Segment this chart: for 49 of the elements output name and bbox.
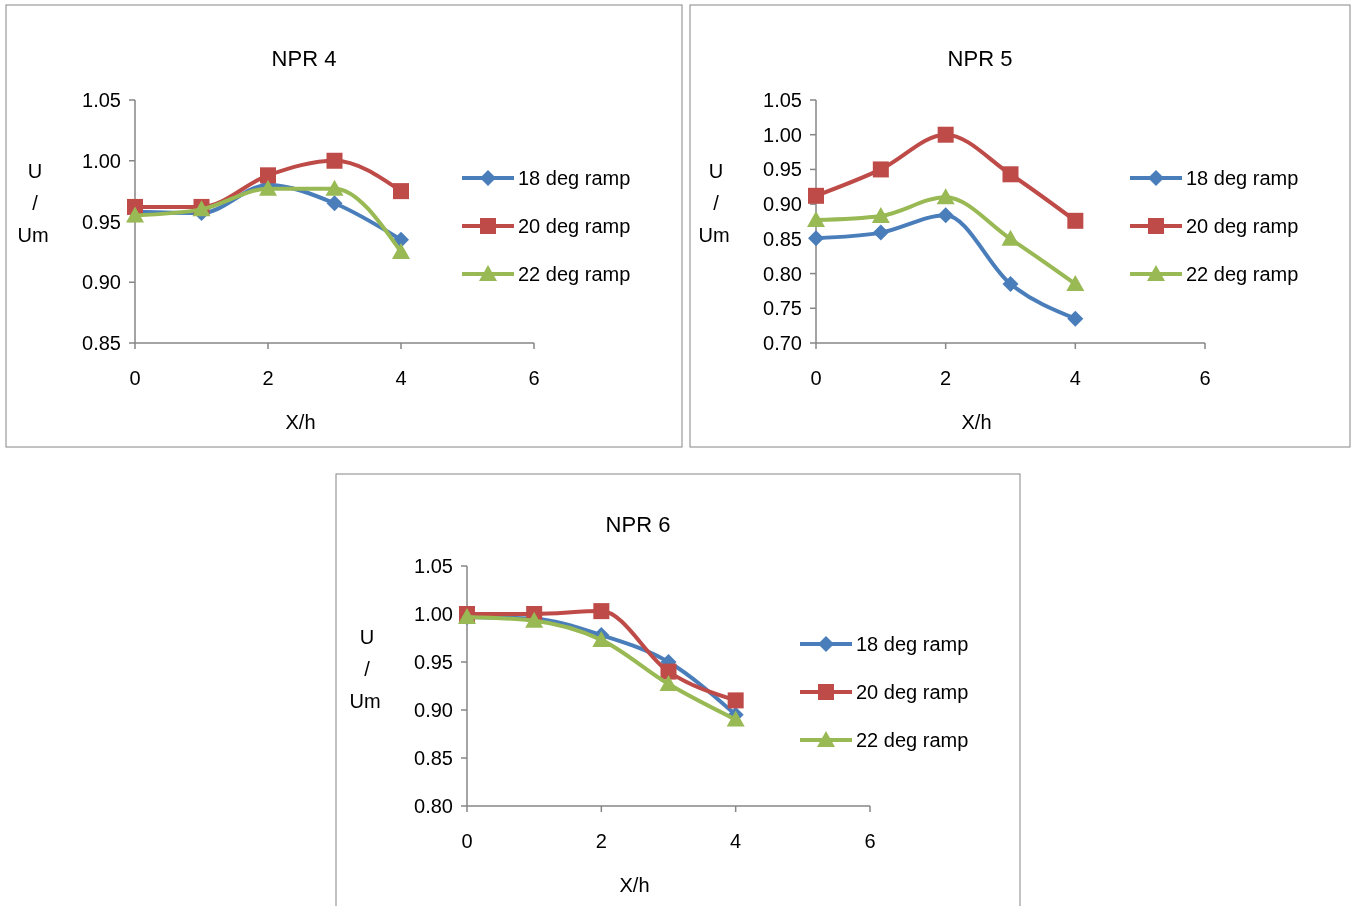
x-tick-label: 2 <box>595 830 607 852</box>
x-tick-label: 4 <box>730 830 742 852</box>
y-tick-label: 1.00 <box>82 149 121 172</box>
y-tick-label: 0.80 <box>763 262 802 285</box>
x-tick-label: 6 <box>528 367 540 389</box>
legend-label: 22 deg ramp <box>1186 263 1299 285</box>
x-tick-label: 0 <box>129 367 141 389</box>
legend-label: 18 deg ramp <box>856 633 969 655</box>
y-tick-label: 0.90 <box>763 193 802 216</box>
y-tick-label: 0.95 <box>82 210 121 233</box>
y-tick-label: 0.80 <box>414 795 453 817</box>
legend-label: 20 deg ramp <box>518 215 631 237</box>
y-tick-label: 0.95 <box>763 158 802 181</box>
y-tick-label: 1.05 <box>414 555 453 577</box>
x-axis-title: X/h <box>961 411 992 433</box>
x-axis-title: X/h <box>619 874 650 896</box>
y-tick-label: 0.75 <box>763 297 802 320</box>
x-axis-title: X/h <box>285 411 316 433</box>
x-tick-label: 6 <box>864 830 876 852</box>
legend-label: 18 deg ramp <box>518 167 631 189</box>
y-tick-label: 0.70 <box>763 332 802 354</box>
y-tick-label: 1.00 <box>414 603 453 625</box>
chart-title: NPR 4 <box>271 46 337 71</box>
x-tick-label: 6 <box>1199 367 1211 389</box>
chart-title: NPR 6 <box>605 512 671 537</box>
legend-label: 22 deg ramp <box>856 729 969 751</box>
y-axis-title: U/Um <box>698 160 730 246</box>
y-tick-label: 0.85 <box>763 227 802 250</box>
y-tick-label: 0.85 <box>82 332 121 354</box>
legend-label: 18 deg ramp <box>1186 167 1299 189</box>
y-tick-label: 0.85 <box>414 747 453 769</box>
x-tick-label: 0 <box>461 830 473 852</box>
legend-label: 22 deg ramp <box>518 263 631 285</box>
y-axis-title: U/Um <box>349 626 381 712</box>
y-tick-label: 0.95 <box>414 651 453 673</box>
legend-label: 20 deg ramp <box>856 681 969 703</box>
chart-title: NPR 5 <box>947 46 1013 71</box>
x-tick-label: 4 <box>1069 367 1081 389</box>
y-axis-title: U/Um <box>17 160 49 246</box>
x-tick-label: 4 <box>395 367 407 389</box>
y-tick-label: 1.05 <box>763 89 802 111</box>
x-tick-label: 2 <box>262 367 274 389</box>
y-tick-label: 0.90 <box>414 699 453 721</box>
y-tick-label: 1.00 <box>763 123 802 146</box>
y-tick-label: 1.05 <box>82 89 121 111</box>
x-tick-label: 2 <box>940 367 952 389</box>
legend-label: 20 deg ramp <box>1186 215 1299 237</box>
x-tick-label: 0 <box>810 367 822 389</box>
y-tick-label: 0.90 <box>82 271 121 294</box>
